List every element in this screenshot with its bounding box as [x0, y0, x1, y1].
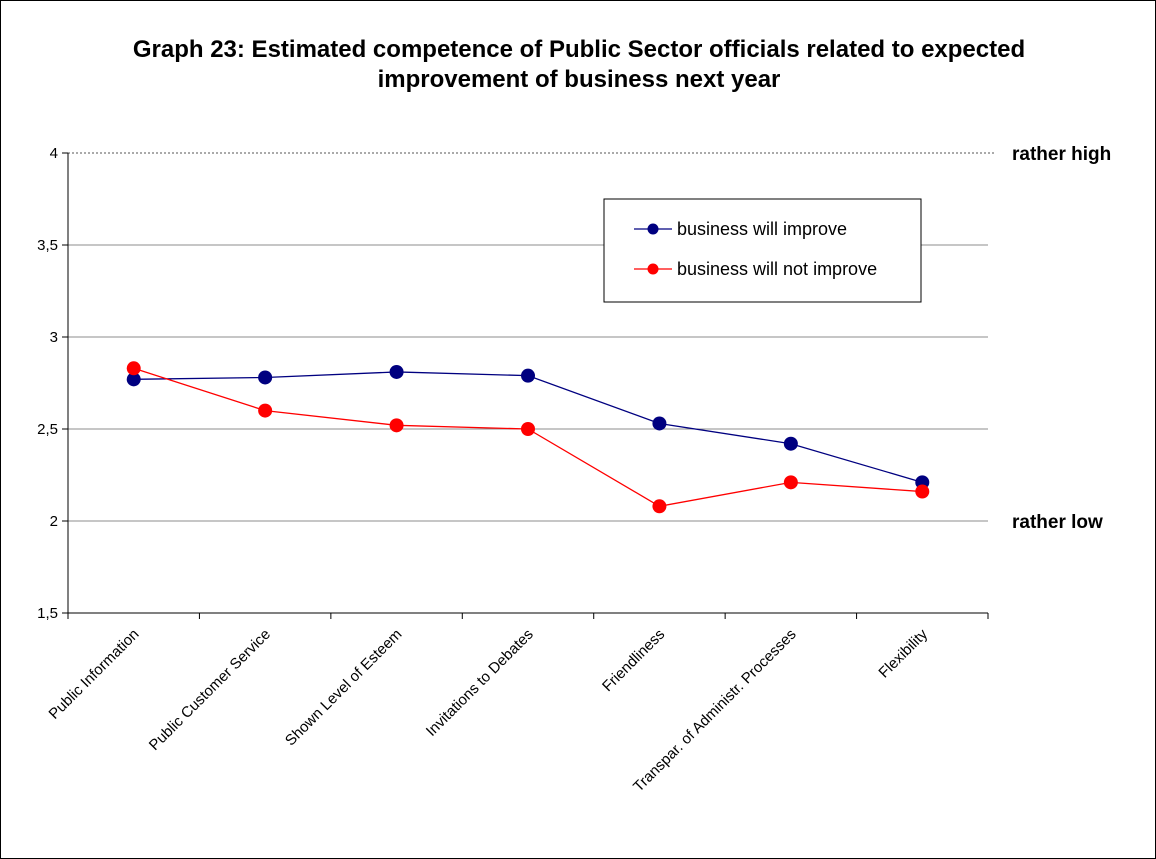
category-label: Public Customer Service: [146, 626, 274, 754]
data-point: [126, 361, 141, 376]
data-point: [783, 436, 798, 451]
chart-title: Graph 23: Estimated competence of Public…: [21, 35, 1137, 95]
reference-label-high: rather high: [1012, 144, 1111, 165]
data-point: [521, 422, 535, 436]
y-tick-label: 1,5: [37, 605, 58, 622]
y-tick-label: 3: [50, 329, 58, 346]
category-label: Transpar. of Administr. Processes: [630, 626, 800, 796]
chart-title-line1: Graph 23: Estimated competence of Public…: [132, 36, 1026, 63]
y-tick-label: 4: [50, 145, 58, 162]
data-point: [783, 475, 798, 490]
y-tick-label: 2: [50, 513, 58, 530]
data-point: [126, 372, 141, 387]
data-point: [389, 418, 404, 433]
legend-label: business will not improve: [677, 259, 877, 279]
data-point: [652, 416, 667, 431]
series-line: [133, 367, 923, 507]
data-point: [258, 370, 273, 385]
legend-box: [603, 198, 922, 303]
reference-label-low: rather low: [1012, 512, 1103, 533]
legend-marker: [647, 263, 659, 275]
legend-marker: [647, 223, 659, 235]
category-label: Friendliness: [599, 626, 668, 695]
data-point: [652, 499, 667, 514]
category-label: Shown Level of Esteem: [282, 626, 405, 749]
y-tick-label: 2,5: [37, 421, 58, 438]
data-point: [389, 364, 404, 379]
category-label: Invitations to Debates: [423, 626, 537, 740]
data-point: [521, 368, 535, 383]
data-point: [258, 403, 273, 418]
data-point: [915, 484, 930, 499]
category-label: Flexibility: [875, 625, 931, 681]
y-tick-label: 3,5: [37, 237, 58, 254]
chart-title-line2: improvement of business next year: [377, 66, 781, 93]
legend-label: business will improve: [677, 219, 847, 239]
category-label: Public Information: [46, 626, 143, 723]
